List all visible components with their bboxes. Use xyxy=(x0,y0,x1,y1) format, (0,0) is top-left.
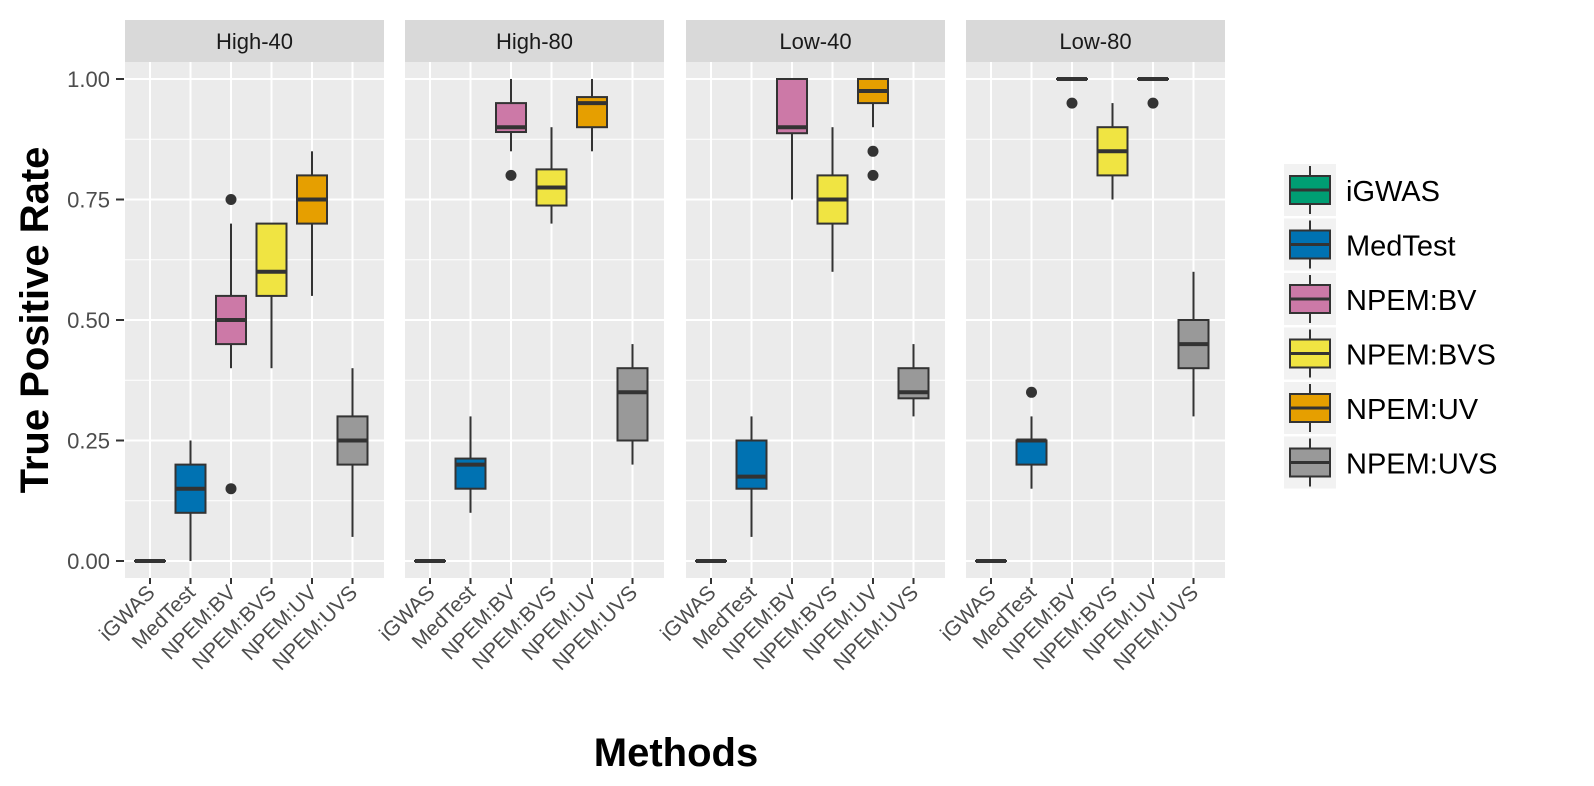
legend: iGWAS MedTest NPEM:BV NPEM:BVS NPEM:UV NPEM:U… xyxy=(1284,164,1497,489)
legend-item: MedTest xyxy=(1284,219,1456,271)
facet-strip-label: Low-40 xyxy=(779,29,851,54)
legend-label: NPEM:UV xyxy=(1346,394,1479,426)
legend-label: iGWAS xyxy=(1346,176,1440,208)
facet-strip-label: High-40 xyxy=(216,29,293,54)
legend-label: NPEM:BVS xyxy=(1346,340,1496,372)
y-tick-label: 0.75 xyxy=(67,188,110,213)
box-iqr xyxy=(777,79,807,133)
legend-label: MedTest xyxy=(1346,231,1456,263)
y-tick-label: 1.00 xyxy=(67,67,110,92)
y-axis-title: True Positive Rate xyxy=(13,147,57,494)
y-tick-label: 0.25 xyxy=(67,429,110,454)
legend-item: iGWAS xyxy=(1284,164,1440,216)
facet-panel-high-80: High-80iGWASMedTestNPEM:BVNPEM:BVSNPEM:U… xyxy=(375,20,664,675)
outlier-point xyxy=(1067,98,1078,109)
box-iqr xyxy=(1017,441,1047,465)
box-iqr xyxy=(737,441,767,489)
x-axis-title: Methods xyxy=(594,731,758,775)
facet-panel-low-80: Low-80iGWASMedTestNPEM:BVNPEM:BVSNPEM:UV… xyxy=(936,20,1225,675)
outlier-point xyxy=(868,146,879,157)
facet-panel-low-40: Low-40iGWASMedTestNPEM:BVNPEM:BVSNPEM:UV… xyxy=(656,20,945,675)
outlier-point xyxy=(226,194,237,205)
legend-item: NPEM:UVS xyxy=(1284,437,1497,489)
legend-label: NPEM:BV xyxy=(1346,285,1477,317)
y-tick-label: 0.00 xyxy=(67,549,110,574)
outlier-point xyxy=(226,483,237,494)
facet-strip-label: High-80 xyxy=(496,29,573,54)
y-tick-label: 0.50 xyxy=(67,308,110,333)
box-iqr xyxy=(618,368,648,440)
legend-item: NPEM:BVS xyxy=(1284,328,1496,380)
outlier-point xyxy=(1026,387,1037,398)
facet-panel-high-40: High-40iGWASMedTestNPEM:BVNPEM:BVSNPEM:U… xyxy=(95,20,384,675)
legend-item: NPEM:BV xyxy=(1284,273,1477,325)
outlier-point xyxy=(868,170,879,181)
outlier-point xyxy=(506,170,517,181)
legend-label: NPEM:UVS xyxy=(1346,449,1497,481)
facet-strip-label: Low-80 xyxy=(1059,29,1131,54)
outlier-point xyxy=(1148,98,1159,109)
legend-item: NPEM:UV xyxy=(1284,382,1479,434)
box-iqr xyxy=(257,224,287,296)
